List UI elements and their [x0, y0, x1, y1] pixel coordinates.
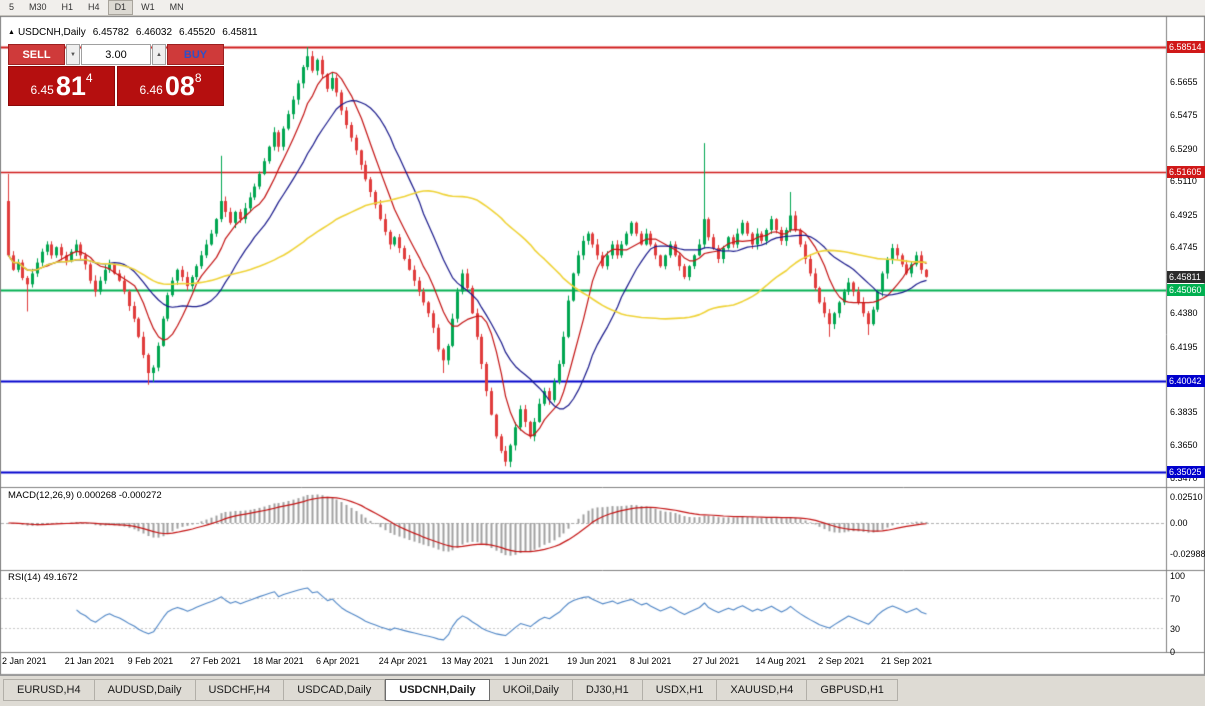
price-level-label: 6.40042	[1167, 375, 1205, 388]
date-label: 18 Mar 2021	[253, 656, 304, 666]
price-tick-label: 6.3835	[1170, 406, 1198, 417]
timeframe-button-mn[interactable]: MN	[169, 2, 184, 12]
symbol-marker-icon: ▲	[8, 29, 15, 36]
price-tick-label: 6.5110	[1170, 176, 1197, 187]
chart-tab-gbpusd-h1[interactable]: GBPUSD,H1	[807, 679, 898, 701]
price-tick-label: 6.5475	[1170, 110, 1198, 121]
sell-price-pips: 81	[55, 70, 86, 101]
price-tick-label: 6.5655	[1170, 77, 1198, 88]
date-label: 14 Aug 2021	[755, 656, 807, 666]
buy-price-display[interactable]: 6.46 08 8	[117, 66, 224, 106]
rsi-indicator-label: RSI(14) 49.1672	[8, 572, 78, 583]
sell-button[interactable]: SELL	[8, 44, 65, 65]
buy-button[interactable]: BUY	[167, 44, 224, 65]
quote-high: 6.46032	[135, 27, 173, 38]
price-tick-label: 6.5290	[1170, 143, 1198, 154]
one-click-trading-panel: SELL ▼ 3.00 ▲ BUY 6.45 81 4 6.46 08 8	[8, 44, 224, 106]
date-label: 27 Feb 2021	[190, 656, 241, 666]
price-level-label: 6.45060	[1167, 284, 1205, 297]
volume-input[interactable]: 3.00	[81, 44, 151, 65]
price-level-label: 6.58514	[1167, 40, 1205, 53]
price-level-label: 6.51605	[1167, 165, 1205, 178]
chart-tabs-bar: EURUSD,H4 AUDUSD,Daily USDCHF,H4 USDCAD,Dai…	[0, 675, 1205, 706]
symbol-title: USDCNH,Daily	[17, 27, 86, 38]
chart-tab-usdcnh-daily[interactable]: USDCNH,Daily	[385, 679, 490, 701]
chart-tab-dj30-h1[interactable]: DJ30,H1	[572, 679, 643, 701]
timeframe-button-h1[interactable]: H1	[61, 2, 74, 12]
date-label: 27 Jul 2021	[692, 656, 740, 666]
price-tick-label: 6.4745	[1170, 242, 1198, 253]
price-tick-label: 6.4925	[1170, 209, 1198, 220]
timeframe-button-d1[interactable]: D1	[107, 0, 134, 15]
chart-tab-audusd-daily[interactable]: AUDUSD,Daily	[94, 679, 196, 701]
macd-indicator-label: MACD(12,26,9) 0.000268 -0.000272	[8, 490, 162, 501]
chart-tab-usdx-h1[interactable]: USDX,H1	[642, 679, 718, 701]
sell-price-display[interactable]: 6.45 81 4	[8, 66, 115, 106]
timeframe-button-h4[interactable]: H4	[88, 2, 100, 12]
date-label: 2 Sep 2021	[818, 656, 865, 666]
volume-decrease-button[interactable]: ▼	[66, 44, 80, 65]
buy-price-pips: 08	[164, 70, 195, 101]
quote-close: 6.45811	[222, 27, 258, 38]
price-tick-label: 6.4380	[1170, 308, 1198, 319]
rsi-tick-label: 30	[1170, 624, 1181, 635]
timeframe-button-5[interactable]: 5	[9, 2, 15, 12]
chevron-up-icon: ▲	[156, 51, 162, 58]
buy-price-point: 8	[194, 71, 202, 85]
chart-tab-xauusd-h4[interactable]: XAUUSD,H4	[717, 679, 808, 701]
rsi-tick-label: 100	[1170, 571, 1186, 581]
price-tick-label: 6.3650	[1170, 440, 1198, 451]
chart-tab-ukoil-daily[interactable]: UKOil,Daily	[489, 679, 573, 701]
timeframe-toolbar: 5 M30 H1 H4 D1 W1 MN	[0, 0, 1205, 16]
price-level-label: 6.35025	[1167, 466, 1205, 479]
rsi-tick-label: 0	[1170, 647, 1176, 657]
quote-open: 6.45782	[92, 27, 129, 38]
macd-tick-label: 0.00	[1170, 518, 1188, 528]
date-label: 24 Apr 2021	[378, 656, 428, 666]
chevron-down-icon: ▼	[70, 51, 76, 58]
sell-price-point: 4	[85, 71, 93, 85]
date-label: 13 May 2021	[441, 656, 494, 666]
date-label: 2 Jan 2021	[2, 656, 47, 666]
date-label: 19 Jun 2021	[567, 656, 617, 666]
sell-price-base: 6.45	[30, 83, 54, 97]
date-label: 6 Apr 2021	[315, 656, 360, 666]
buy-price-base: 6.46	[139, 83, 163, 97]
timeframe-button-m30[interactable]: M30	[29, 2, 47, 12]
macd-tick-label: -0.02988	[1170, 549, 1205, 560]
timeframe-button-w1[interactable]: W1	[141, 2, 155, 12]
macd-tick-label: 0.02510	[1170, 491, 1203, 502]
date-label: 1 Jun 2021	[504, 656, 549, 666]
volume-increase-button[interactable]: ▲	[152, 44, 166, 65]
date-label: 8 Jul 2021	[629, 656, 672, 666]
rsi-tick-label: 70	[1170, 593, 1181, 604]
date-label: 21 Sep 2021	[881, 656, 933, 666]
chart-tab-eurusd-h4[interactable]: EURUSD,H4	[3, 679, 95, 701]
price-tick-label: 6.4195	[1170, 341, 1198, 352]
quote-low: 6.45520	[179, 27, 216, 38]
date-label: 9 Feb 2021	[127, 656, 174, 666]
current-price-label: 6.45811	[1167, 270, 1205, 283]
chart-tab-usdchf-h4[interactable]: USDCHF,H4	[195, 679, 285, 701]
date-label: 21 Jan 2021	[64, 656, 115, 666]
chart-tab-usdcad-daily[interactable]: USDCAD,Daily	[284, 679, 386, 701]
chart-header: ▲ USDCNH,Daily 6.45782 6.46032 6.45520 6…	[8, 27, 258, 38]
